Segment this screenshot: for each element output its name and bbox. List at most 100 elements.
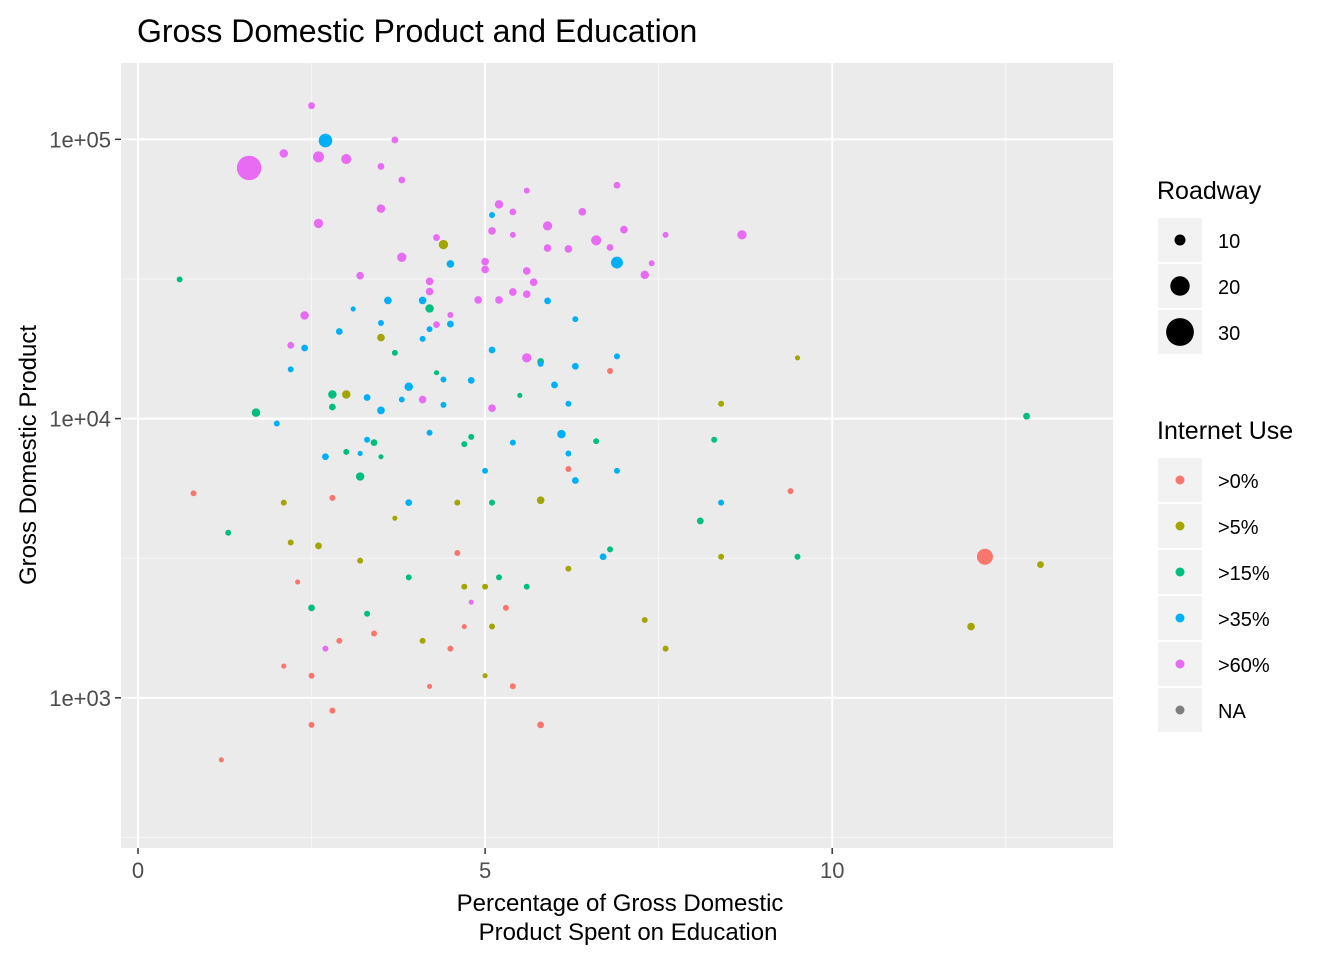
legend-color-label: >35%	[1218, 609, 1270, 631]
data-point	[405, 499, 413, 507]
data-point	[467, 377, 475, 384]
data-point	[308, 721, 315, 728]
data-point	[329, 494, 336, 501]
data-point	[425, 287, 434, 296]
data-point	[537, 360, 544, 367]
data-point	[440, 376, 447, 383]
data-point	[308, 102, 315, 110]
data-point	[522, 290, 531, 298]
data-point	[236, 155, 262, 181]
data-point	[607, 546, 614, 553]
data-point	[447, 645, 454, 652]
data-point	[370, 439, 378, 447]
data-point	[287, 366, 294, 373]
data-point	[301, 344, 309, 352]
data-point	[328, 403, 336, 411]
data-point	[614, 467, 620, 474]
data-point	[509, 231, 516, 238]
data-point	[446, 320, 454, 328]
data-point	[737, 230, 747, 240]
data-point	[364, 610, 371, 617]
data-point	[488, 404, 496, 412]
data-point	[509, 208, 517, 216]
data-point	[418, 395, 427, 404]
data-point	[557, 429, 566, 439]
gridlines	[121, 63, 1113, 848]
data-point	[502, 604, 509, 611]
data-point	[565, 565, 572, 572]
data-point	[495, 296, 503, 304]
data-point	[322, 645, 329, 652]
data-point	[474, 296, 482, 304]
data-point	[287, 539, 294, 546]
data-point	[537, 721, 545, 729]
data-point	[176, 276, 183, 283]
x-axis-title-line-2: Product Spent on Education	[479, 919, 778, 946]
data-point	[509, 683, 516, 690]
data-point	[711, 436, 718, 443]
data-point	[446, 260, 455, 268]
data-point	[350, 306, 356, 312]
data-point	[218, 757, 224, 763]
data-point	[593, 438, 600, 445]
data-point	[620, 225, 628, 234]
data-point	[571, 362, 579, 370]
legend-roadway-title: Roadway	[1157, 177, 1262, 205]
data-point	[398, 176, 406, 184]
data-point	[405, 574, 412, 581]
data-point	[536, 496, 545, 505]
data-point	[967, 622, 975, 631]
data-point	[357, 450, 363, 457]
data-point	[482, 467, 489, 474]
data-point	[489, 623, 496, 630]
data-point	[357, 557, 364, 564]
data-point	[377, 319, 384, 326]
data-point	[494, 200, 504, 209]
data-point	[433, 234, 440, 241]
data-point	[488, 346, 496, 354]
data-point	[440, 401, 447, 408]
data-point	[607, 368, 614, 375]
data-point	[279, 149, 289, 158]
data-point	[343, 448, 350, 455]
legend-internet-use-title: Internet Use	[1157, 417, 1293, 445]
data-point	[461, 583, 468, 590]
data-point	[363, 394, 371, 401]
data-point	[488, 227, 496, 235]
data-point	[606, 244, 614, 251]
data-point	[489, 211, 496, 218]
y-axis-title: Gross Domestic Product	[15, 325, 42, 585]
legend-color-key	[1175, 659, 1185, 669]
data-point	[342, 390, 351, 399]
chart-title: Gross Domestic Product and Education	[137, 13, 697, 49]
legend-size-label: 30	[1218, 323, 1240, 345]
legend-size-label: 10	[1218, 231, 1240, 253]
data-point	[794, 553, 801, 560]
x-axis-ticks: 0 5 10	[132, 848, 844, 883]
data-point	[578, 208, 587, 216]
data-point	[542, 221, 553, 231]
data-point	[425, 304, 434, 313]
legend-color-key	[1175, 705, 1185, 715]
data-point	[976, 548, 993, 565]
plot-panel	[121, 63, 1113, 848]
data-point	[489, 499, 496, 506]
data-point	[613, 181, 621, 189]
data-point	[225, 529, 232, 536]
data-point	[281, 663, 287, 669]
data-point	[378, 454, 384, 460]
data-point	[377, 406, 385, 415]
legend-color-key	[1175, 613, 1185, 623]
data-point	[662, 645, 669, 652]
data-point	[312, 151, 324, 163]
legend-size-key	[1174, 234, 1186, 246]
legend-color-label: >60%	[1218, 655, 1270, 677]
data-point	[614, 353, 620, 360]
legend-size-key	[1170, 276, 1190, 296]
data-point	[355, 472, 365, 481]
data-point	[418, 296, 427, 305]
data-point	[599, 553, 607, 561]
y-tick-label: 1e+04	[49, 407, 111, 432]
data-point	[397, 252, 407, 262]
data-points	[176, 102, 1044, 763]
